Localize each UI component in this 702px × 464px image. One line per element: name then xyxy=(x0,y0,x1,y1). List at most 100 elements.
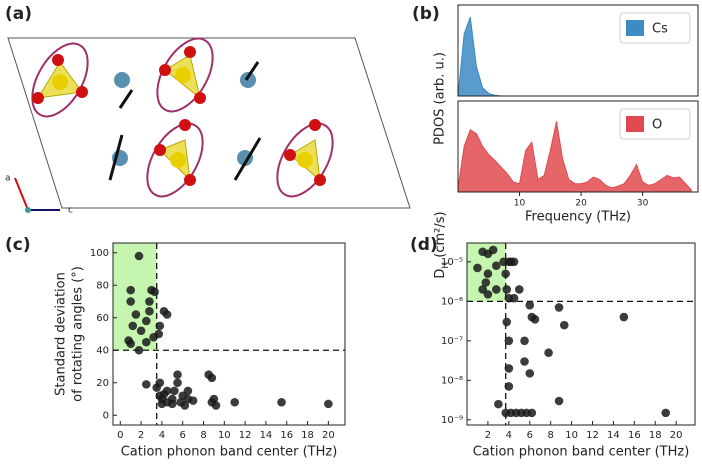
x-tick-label: 8 xyxy=(547,430,553,441)
y-tick-label: 10⁻⁹ xyxy=(441,415,463,426)
data-point xyxy=(128,321,138,331)
data-point xyxy=(168,399,177,409)
x-tick-label: 18 xyxy=(649,430,662,441)
data-point xyxy=(473,263,482,273)
data-point xyxy=(520,357,529,366)
rotation-rings xyxy=(31,37,334,198)
data-point xyxy=(525,300,535,310)
y-tick-label: 60 xyxy=(96,313,109,324)
y-tick-label: 10⁻⁸ xyxy=(441,375,463,386)
data-point xyxy=(207,373,217,383)
data-point xyxy=(478,285,487,294)
plot-frame xyxy=(466,242,696,426)
x-axis-label: Cation phonon band center (THz) xyxy=(473,445,690,460)
data-point xyxy=(491,261,501,270)
y-axis-label: of rotating angles (°) xyxy=(71,266,86,402)
x-tick-label: 12 xyxy=(239,430,252,441)
x-tick-label: 12 xyxy=(586,430,599,441)
data-point xyxy=(155,378,165,388)
data-point xyxy=(173,370,182,379)
x-tick-label: 6 xyxy=(527,430,533,441)
data-point xyxy=(504,364,514,373)
x-tick-label: 10 xyxy=(514,199,526,209)
data-point xyxy=(134,251,144,261)
data-point xyxy=(162,310,172,319)
x-tick-label: 6 xyxy=(180,430,186,441)
data-point xyxy=(145,306,154,316)
data-point xyxy=(154,329,164,339)
legend-label: O xyxy=(652,118,662,133)
data-point xyxy=(491,285,501,294)
data-point xyxy=(170,386,179,396)
data-point xyxy=(126,339,135,349)
x-tick-label: 8 xyxy=(200,430,206,441)
data-point xyxy=(180,401,190,410)
structure-illustration: a c (a) xyxy=(5,4,411,216)
oxygen-atoms xyxy=(32,46,326,186)
y-tick-label: 40 xyxy=(96,345,109,356)
data-point xyxy=(494,399,503,409)
panel-label: (a) xyxy=(5,4,32,24)
y-tick-label: 20 xyxy=(96,378,109,389)
data-point xyxy=(527,408,537,418)
x-tick-label: 0 xyxy=(117,430,123,441)
area-fill xyxy=(458,121,692,192)
x-axis-label: Cation phonon band center (THz) xyxy=(121,445,338,460)
x-tick-label: 2 xyxy=(485,430,491,441)
data-point xyxy=(126,285,135,295)
data-point xyxy=(162,386,172,396)
data-point xyxy=(544,348,553,358)
displacement-arrows xyxy=(108,61,262,181)
y-tick-label: 10⁻⁶ xyxy=(441,296,463,307)
x-tick-label: 2 xyxy=(138,430,144,441)
data-point xyxy=(525,369,535,378)
plot-frame xyxy=(457,100,699,193)
data-point xyxy=(230,397,240,407)
legend-swatch xyxy=(626,116,644,132)
y-tick-label: 0 xyxy=(103,410,109,421)
data-point xyxy=(277,397,286,407)
data-point xyxy=(559,320,569,330)
x-tick-label: 4 xyxy=(506,430,512,441)
axis-label: c xyxy=(68,206,73,216)
data-point xyxy=(126,297,135,306)
y-axis-label: Standard deviation xyxy=(54,272,69,396)
x-tick-label: 14 xyxy=(607,430,620,441)
data-point xyxy=(488,245,498,255)
data-point xyxy=(514,285,524,294)
data-point xyxy=(483,269,493,279)
data-point xyxy=(150,287,159,297)
panel-label: (c) xyxy=(5,235,31,255)
data-point xyxy=(145,297,154,306)
x-tick-label: 20 xyxy=(322,430,335,441)
y-axis-label: PDOS (arb. u.) xyxy=(433,52,448,145)
data-point xyxy=(504,382,514,391)
x-tick-label: 10 xyxy=(565,430,578,441)
legend-label: Cs xyxy=(652,22,668,37)
data-point xyxy=(501,269,510,279)
x-tick-label: 4 xyxy=(159,430,165,441)
y-axis-label: DH (cm²/s) xyxy=(433,211,451,278)
x-axis-label: Frequency (THz) xyxy=(525,210,631,225)
data-point xyxy=(324,399,333,409)
unit-cell xyxy=(7,37,411,209)
data-point xyxy=(141,337,151,347)
data-point xyxy=(554,396,564,406)
data-point xyxy=(173,378,182,388)
plot-frame xyxy=(112,242,346,426)
data-point xyxy=(131,310,141,319)
data-point xyxy=(509,293,519,303)
data-point xyxy=(211,401,221,410)
data-point xyxy=(141,316,151,326)
data-point xyxy=(136,326,146,336)
area-fill xyxy=(458,17,692,97)
data-point xyxy=(502,317,512,327)
y-tick-label: 10⁻⁷ xyxy=(441,336,463,347)
panel-label: (b) xyxy=(412,4,440,24)
data-point xyxy=(502,285,512,294)
x-tick-label: 16 xyxy=(280,430,293,441)
data-point xyxy=(619,312,629,322)
panel-label: (d) xyxy=(410,235,438,255)
x-tick-label: 10 xyxy=(218,430,231,441)
